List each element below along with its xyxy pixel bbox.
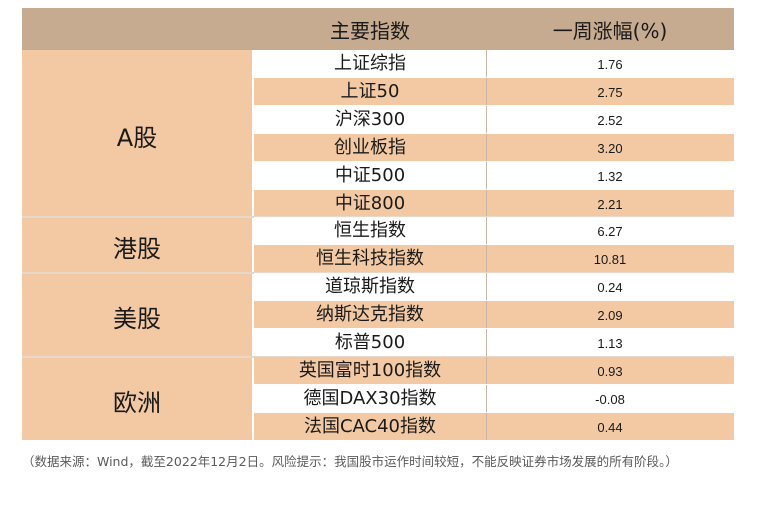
index-name: 沪深300: [334, 108, 406, 130]
table-row: 中证500 1.32: [254, 161, 734, 189]
weekly-change-value: 2.09: [597, 308, 623, 324]
table-row: 上证50 2.75: [254, 77, 734, 105]
table-row: 道琼斯指数 0.24: [254, 273, 734, 301]
region-cell: 港股: [22, 217, 252, 273]
table-row: 纳斯达克指数 2.09: [254, 301, 734, 329]
index-name: 中证800: [334, 192, 406, 214]
index-name: 德国DAX30指数: [303, 387, 437, 409]
table-row: 德国DAX30指数 -0.08: [254, 384, 734, 412]
table-row: 法国CAC40指数 0.44: [254, 412, 734, 440]
column-divider: [486, 329, 487, 356]
index-name: 上证50: [340, 80, 400, 102]
weekly-change-value: 0.24: [597, 280, 623, 296]
weekly-change-value: 2.52: [597, 112, 623, 128]
region-cell: A股: [22, 50, 252, 217]
index-name: 英国富时100指数: [298, 359, 442, 381]
footnote: （数据来源：Wind，截至2022年12月2日。风险提示：我国股市运作时间较短，…: [22, 454, 678, 469]
table-row: 上证综指 1.76: [254, 50, 734, 77]
column-divider: [486, 412, 487, 440]
column-divider: [486, 189, 487, 217]
region-label: 港股: [113, 235, 161, 264]
column-divider: [486, 245, 487, 273]
region-label: 欧洲: [113, 388, 161, 417]
column-divider: [486, 105, 487, 133]
index-name: 恒生科技指数: [316, 248, 424, 270]
weekly-change-value: 0.44: [597, 419, 623, 435]
region-label: A股: [116, 123, 158, 152]
column-divider: [486, 273, 487, 301]
column-divider: [486, 356, 487, 384]
table-row: 创业板指 3.20: [254, 133, 734, 161]
header-weekly-change-column: 一周涨幅(%): [552, 19, 668, 43]
table-row: 标普500 1.13: [254, 329, 734, 356]
column-divider: [486, 77, 487, 105]
weekly-change-value: 3.20: [597, 140, 623, 156]
column-divider: [486, 217, 487, 245]
region-label: 美股: [113, 305, 161, 334]
column-divider: [486, 301, 487, 329]
column-divider: [486, 161, 487, 189]
header-index-column: 主要指数: [330, 19, 410, 43]
index-name: 道琼斯指数: [325, 276, 415, 298]
table-row: 恒生指数 6.27: [254, 217, 734, 245]
weekly-change-value: 1.32: [597, 168, 623, 184]
weekly-change-value: 1.76: [597, 57, 623, 72]
weekly-change-value: 2.21: [597, 196, 623, 212]
column-divider: [486, 50, 487, 77]
weekly-change-value: 1.13: [597, 336, 623, 351]
weekly-change-value: 6.27: [597, 224, 623, 240]
table-row: 沪深300 2.52: [254, 105, 734, 133]
index-name: 法国CAC40指数: [303, 415, 437, 437]
region-cell: 欧洲: [22, 356, 252, 440]
index-name: 标普500: [334, 332, 406, 353]
index-name: 纳斯达克指数: [316, 304, 424, 326]
region-cell: 美股: [22, 273, 252, 356]
column-divider: [486, 133, 487, 161]
weekly-change-value: 0.93: [597, 363, 623, 379]
table-row: 恒生科技指数 10.81: [254, 245, 734, 273]
table-header: 主要指数 一周涨幅(%): [22, 8, 734, 50]
index-name: 恒生指数: [334, 220, 406, 242]
index-name: 创业板指: [334, 136, 406, 158]
index-name: 上证综指: [334, 53, 406, 74]
index-name: 中证500: [334, 164, 406, 186]
weekly-change-value: -0.08: [595, 391, 625, 407]
column-divider: [486, 384, 487, 412]
table-row: 中证800 2.21: [254, 189, 734, 217]
weekly-change-value: 2.75: [597, 84, 623, 100]
table-row: 英国富时100指数 0.93: [254, 356, 734, 384]
weekly-change-value: 10.81: [593, 252, 627, 268]
